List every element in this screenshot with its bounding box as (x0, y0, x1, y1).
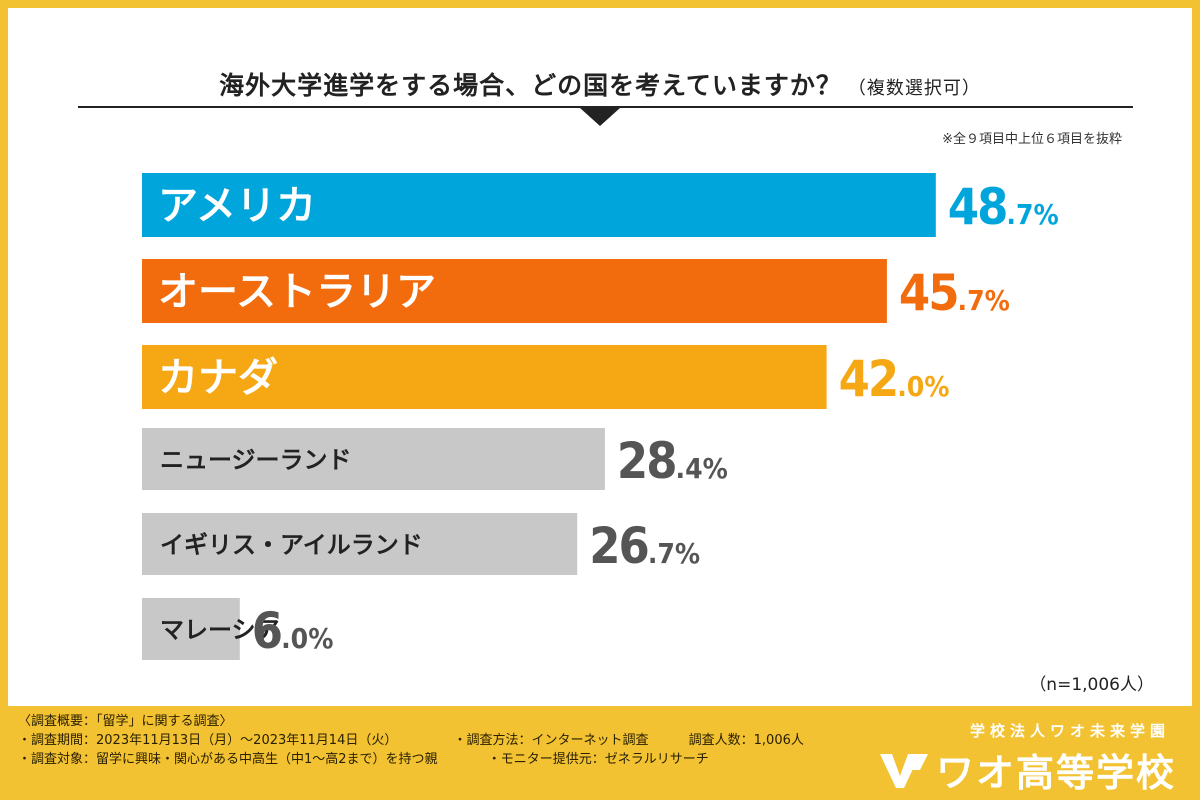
bar-label-6: マレーシア (160, 616, 280, 644)
value-label-2: 45.7% (899, 264, 1010, 322)
bar-label-5: イギリス・アイルランド (160, 531, 423, 559)
title-rule (78, 106, 1133, 108)
bar-2 (142, 259, 887, 323)
chart-title: 海外大学進学をする場合、どの国を考えていますか？ （複数選択可） (8, 66, 1192, 102)
brand-block: ワオ高等学校 (878, 742, 1176, 797)
bar-3 (142, 345, 827, 409)
bar-label-3: カナダ (158, 355, 278, 401)
selection-note: ※全９項目中上位６項目を抜粋 (942, 132, 1122, 147)
survey-count: 調査人数：1,006人 (688, 733, 804, 748)
brand-corporation: 学校法人ワオ未来学園 (969, 722, 1170, 740)
survey-method: ・調査方法：インターネット調査 (453, 733, 649, 748)
value-label-3: 42.0% (839, 350, 950, 408)
value-label-5: 26.7% (589, 517, 700, 575)
bar-6 (142, 598, 240, 660)
title-sub: （複数選択可） (847, 78, 981, 99)
value-label-6: 6.0% (252, 602, 334, 660)
survey-provider: ・モニター提供元：ゼネラルリサーチ (487, 752, 709, 767)
bar-4 (142, 428, 605, 490)
bar-chart: アメリカ 48.7% オーストラリア 45.7% カナダ 42.0% ニュージーランド 28.… (142, 173, 1059, 660)
bar-label-4: ニュージーランド (160, 446, 352, 474)
brand-name: ワオ高等学校 (935, 751, 1176, 795)
survey-period-row: ・調査期間：2023年11月13日（月）～2023年11月14日（火） ・調査方… (18, 731, 804, 750)
wao-logo-icon (879, 753, 928, 788)
chart-panel: 海外大学進学をする場合、どの国を考えていますか？ （複数選択可） ※全９項目中上位… (8, 8, 1192, 706)
sample-size: （n=1,006人） (1029, 675, 1154, 695)
value-label-1: 48.7% (948, 178, 1059, 236)
down-pointer-icon (580, 108, 620, 126)
bar-label-2: オーストラリア (158, 269, 436, 315)
survey-heading: 〈調査概要：「留学」に関する調査〉 (18, 714, 233, 729)
survey-overview: 〈調査概要：「留学」に関する調査〉 ・調査期間：2023年11月13日（月）～2… (18, 712, 804, 769)
bar-label-1: アメリカ (158, 183, 316, 229)
survey-period: ・調査期間：2023年11月13日（月）～2023年11月14日（火） (18, 733, 398, 748)
bar-5 (142, 513, 578, 575)
title-main: 海外大学進学をする場合、どの国を考えていますか？ (219, 71, 842, 100)
value-label-4: 28.4% (617, 432, 728, 490)
bar-1 (142, 173, 936, 237)
survey-target-row: ・調査対象：留学に興味・関心がある中高生（中1～高2まで）を持つ親 ・モニター提… (18, 750, 804, 769)
survey-target: ・調査対象：留学に興味・関心がある中高生（中1～高2まで）を持つ親 (18, 752, 438, 767)
